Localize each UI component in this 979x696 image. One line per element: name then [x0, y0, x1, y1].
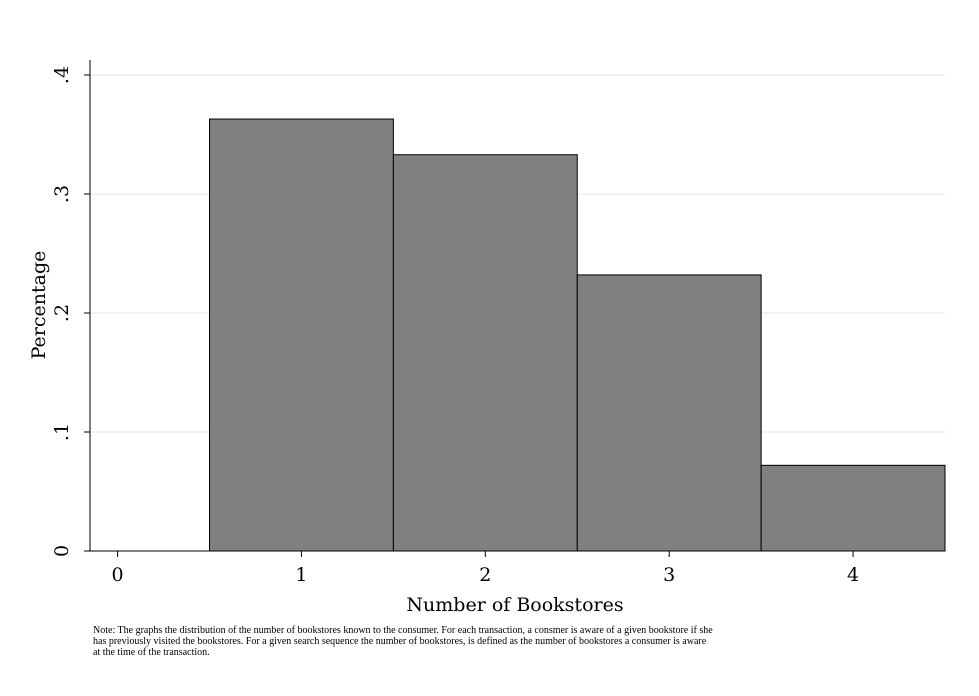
- y-axis-title: Percentage: [28, 251, 50, 360]
- bar-4: [760, 464, 946, 552]
- note-line-2: has previously visited the bookstores. F…: [93, 636, 707, 647]
- x-ticks: 0 1 2 3 4: [112, 551, 859, 586]
- y-tick-label-3: .3: [51, 185, 73, 203]
- x-tick-label-3: 3: [663, 564, 675, 586]
- chart-note: Note: The graphs the distribution of the…: [93, 625, 973, 658]
- bar-2: [392, 154, 578, 552]
- bar-1: [209, 118, 394, 552]
- axes: [89, 60, 930, 552]
- x-tick-label-0: 0: [112, 564, 124, 586]
- y-tick-label-2: .2: [51, 304, 73, 322]
- y-ticks: 0 .1 .2 .3 .4: [51, 66, 90, 557]
- note-line-3: at the time of the transaction.: [93, 647, 210, 658]
- x-axis-title: Number of Bookstores: [406, 594, 623, 616]
- x-tick-label-1: 1: [295, 564, 307, 586]
- y-tick-label-0: 0: [51, 545, 73, 557]
- x-tick-label-4: 4: [847, 564, 859, 586]
- note-line-1: Note: The graphs the distribution of the…: [93, 625, 713, 636]
- bar-3: [576, 274, 762, 552]
- y-tick-label-4: .4: [51, 66, 73, 84]
- bars: [209, 118, 946, 552]
- x-tick-label-2: 2: [479, 564, 491, 586]
- y-tick-label-1: .1: [51, 423, 73, 441]
